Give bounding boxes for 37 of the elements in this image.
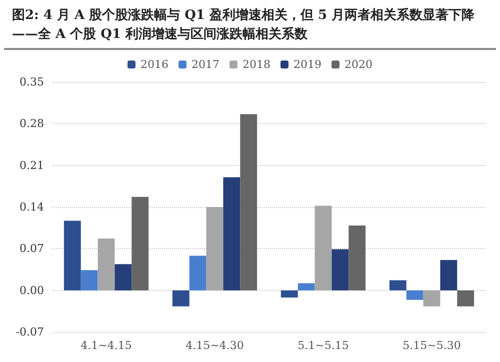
bar: [114, 264, 132, 290]
bar: [132, 196, 149, 290]
bar: [423, 290, 440, 306]
y-tick-label: 0.21: [20, 158, 44, 172]
bar: [206, 207, 224, 290]
x-tick-label: 4.15~4.30: [186, 339, 244, 352]
y-tick-label: 0.28: [20, 117, 44, 130]
x-tick-label: 5.15~5.30: [402, 339, 461, 352]
bar: [332, 249, 349, 290]
legend-label: 2016: [140, 58, 169, 71]
bar: [223, 177, 240, 290]
bar: [172, 290, 190, 306]
x-tick-label: 5.1~5.15: [298, 339, 349, 352]
bar: [280, 290, 298, 298]
legend-label: 2020: [344, 58, 372, 71]
bar: [348, 225, 366, 290]
bar: [314, 206, 332, 290]
y-tick-label: 0.35: [20, 76, 44, 88]
bar: [389, 280, 406, 290]
bar: [457, 290, 474, 306]
bar: [98, 238, 115, 290]
bar: [189, 256, 206, 290]
bar: [240, 114, 258, 290]
y-tick-label: 0.07: [20, 242, 44, 256]
bar: [80, 270, 98, 290]
y-tick-label: -0.07: [16, 326, 44, 338]
bar: [406, 290, 424, 300]
y-tick-label: 0.14: [20, 200, 44, 214]
bar: [440, 260, 458, 290]
bar: [298, 283, 315, 290]
legend-label: 2018: [242, 58, 271, 71]
x-tick-label: 4.1~4.15: [80, 339, 132, 352]
legend-label: 2019: [293, 58, 322, 71]
bar: [64, 220, 81, 290]
y-tick-label: 0.00: [20, 284, 44, 297]
legend-label: 2017: [192, 58, 220, 71]
chart-title: 图2: 4 月 A 股个股涨跌幅与 Q1 盈利增速相关，但 5 月两者相关系数显著下降——全 A 个股 Q1 利润增速与区间涨跌幅相关系数: [4, 0, 496, 50]
